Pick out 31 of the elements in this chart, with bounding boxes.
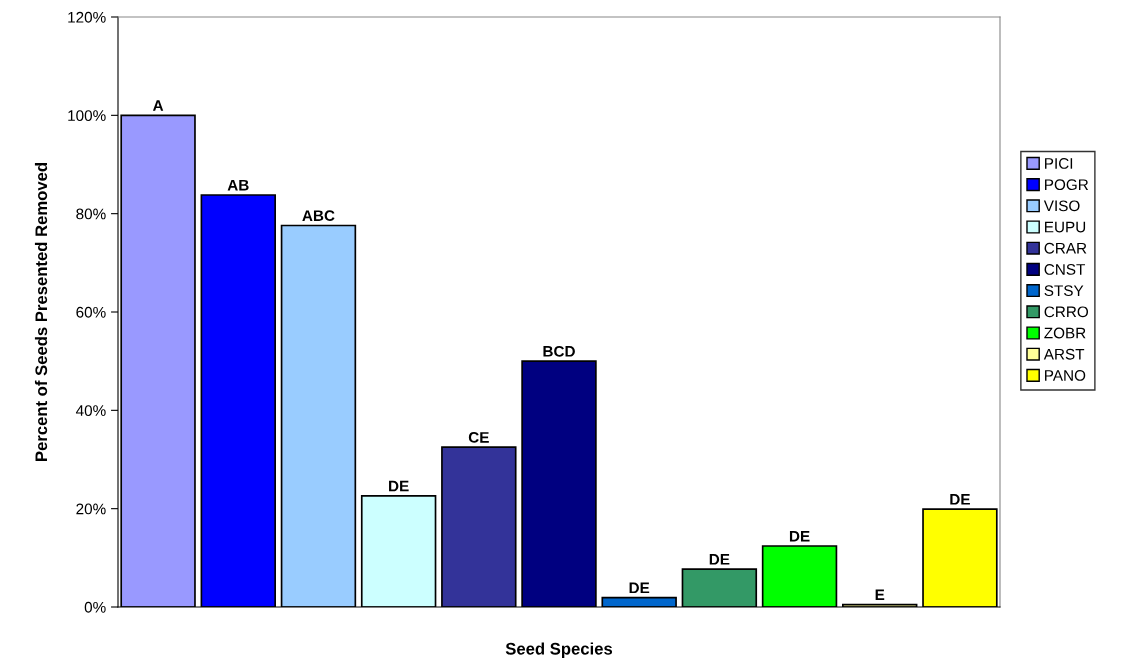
legend-label: ZOBR — [1044, 327, 1086, 339]
y-tick-label: 40% — [75, 405, 106, 417]
y-tick-label: 80% — [76, 208, 106, 220]
data-label: DE — [389, 480, 409, 492]
data-label: ABC — [302, 210, 335, 222]
y-tick-label: 100% — [68, 110, 106, 122]
legend-label: CRAR — [1044, 242, 1087, 254]
legend-label: CRRO — [1044, 306, 1089, 318]
legend-label: CNST — [1044, 264, 1086, 275]
y-tick-label: 0% — [84, 601, 106, 613]
legend-label: PICI — [1045, 158, 1073, 169]
legend-label: ARST — [1043, 348, 1085, 360]
data-label: CE — [468, 431, 489, 443]
data-label: DE — [950, 494, 970, 505]
legend-label: VISO — [1043, 200, 1080, 212]
legend-label: POGR — [1045, 179, 1089, 191]
y-axis-title: Percent of Seeds Presented Removed — [34, 163, 48, 461]
data-label: AB — [227, 179, 249, 191]
legend-label: STSY — [1044, 285, 1084, 297]
data-label: DE — [629, 582, 650, 594]
legend-label: EUPU — [1045, 221, 1086, 233]
data-label: DE — [789, 530, 810, 542]
x-axis-title: Seed Species — [505, 642, 613, 658]
legend-label: PANO — [1045, 370, 1086, 381]
y-tick-label: 60% — [76, 306, 106, 318]
data-label: A — [152, 100, 164, 111]
data-label: BCD — [543, 345, 575, 357]
y-tick-label: 120% — [68, 11, 106, 23]
data-label: E — [875, 589, 885, 600]
data-label: DE — [709, 554, 730, 565]
y-tick-label: 20% — [76, 503, 106, 515]
